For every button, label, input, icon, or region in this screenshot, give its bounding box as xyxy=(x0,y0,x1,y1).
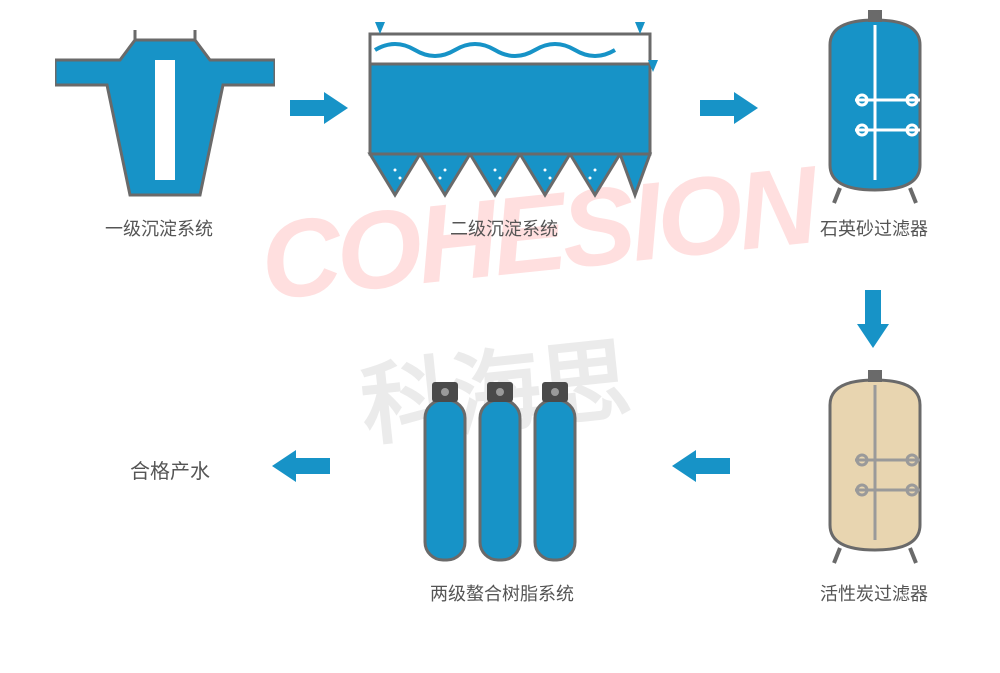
arrow-3 xyxy=(855,290,891,350)
arrow-4 xyxy=(670,448,730,484)
stage1-label: 一级沉淀系统 xyxy=(105,215,213,241)
arrow-2 xyxy=(700,90,760,126)
process-flow-diagram: COHESION 科海思 一级沉淀系统 xyxy=(0,0,1000,673)
stage1-icon xyxy=(55,30,275,200)
stage2-icon xyxy=(360,20,660,200)
stage4-icon xyxy=(800,370,950,565)
stage2-label: 二级沉淀系统 xyxy=(450,215,558,241)
stage3-icon xyxy=(800,10,950,205)
stage4-label: 活性炭过滤器 xyxy=(820,580,928,606)
stage3-label: 石英砂过滤器 xyxy=(820,215,928,241)
arrow-5 xyxy=(270,448,330,484)
arrow-1 xyxy=(290,90,350,126)
stage5-label: 两级螯合树脂系统 xyxy=(430,580,574,606)
stage5-icon xyxy=(410,370,590,570)
stage6-label: 合格产水 xyxy=(130,455,210,484)
